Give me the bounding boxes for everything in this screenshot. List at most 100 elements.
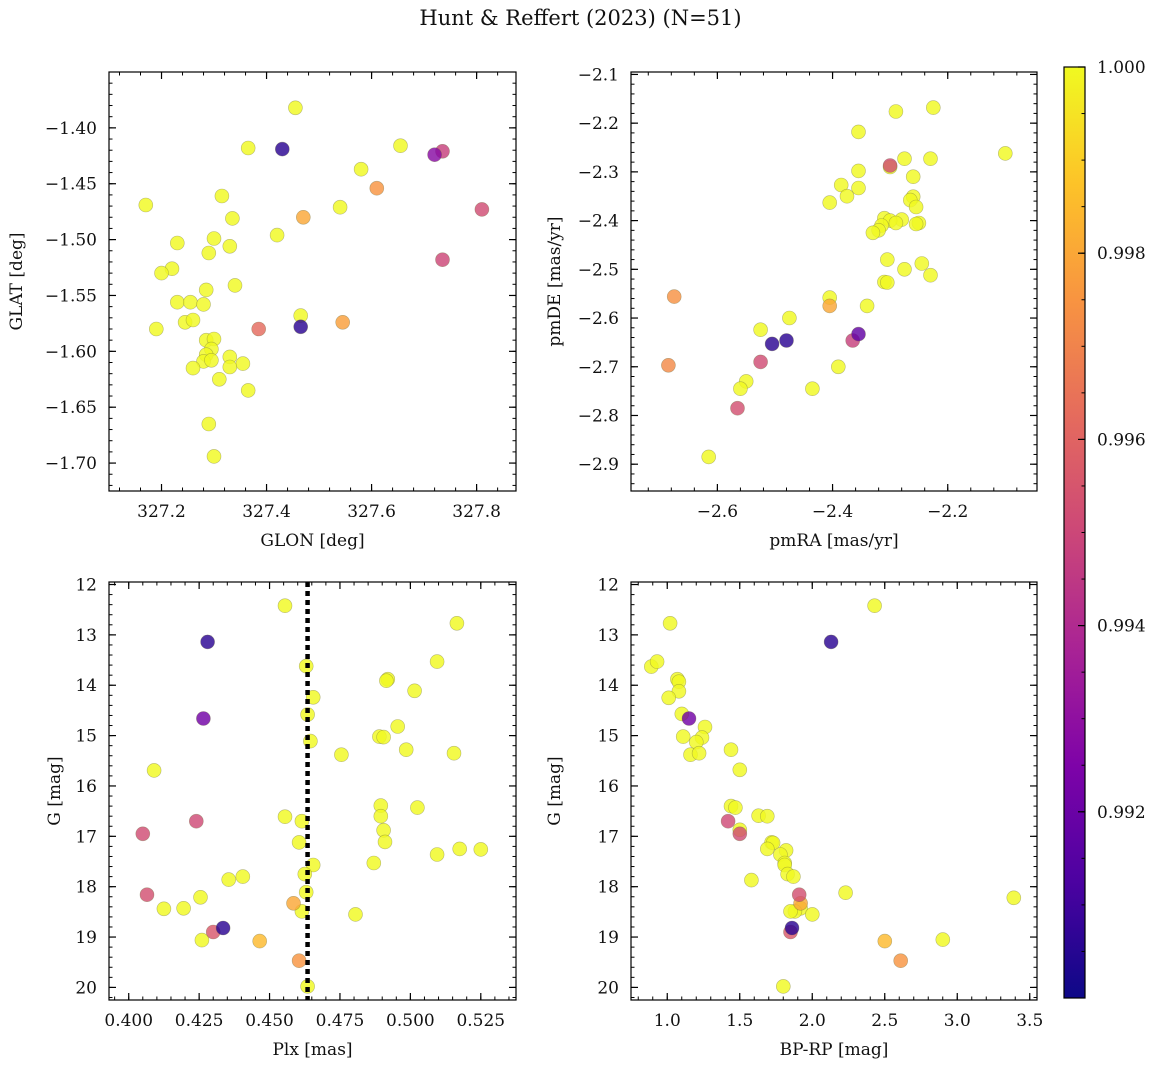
data-point [335, 314, 351, 330]
data-point [235, 869, 251, 884]
y-tick-label: −2.1 [578, 65, 619, 85]
data-point [732, 762, 748, 778]
data-point [784, 920, 800, 936]
data-point [170, 235, 185, 251]
points [643, 598, 1022, 994]
data-point [851, 326, 866, 342]
data-point [240, 383, 256, 398]
data-point [997, 146, 1013, 161]
y-tick-label: −1.60 [45, 342, 97, 362]
data-point [215, 920, 231, 936]
data-point [206, 231, 222, 246]
data-point [720, 813, 736, 829]
data-point [782, 310, 797, 326]
data-point [446, 745, 462, 761]
data-point [176, 900, 191, 916]
y-tick-label: −2.6 [578, 309, 619, 329]
data-point [830, 359, 846, 375]
data-point [204, 352, 219, 368]
data-point [377, 834, 393, 850]
x-axis-label: GLON [deg] [260, 531, 364, 551]
y-tick-label: 13 [597, 626, 619, 646]
data-point [775, 979, 791, 994]
y-axis-label: G [mag] [545, 756, 565, 825]
data-point [723, 742, 739, 758]
y-tick-label: −2.4 [578, 212, 619, 232]
data-point [156, 901, 172, 917]
y-tick-label: −2.5 [578, 260, 619, 280]
data-point [728, 800, 743, 815]
data-point [269, 227, 285, 243]
data-point [198, 282, 214, 298]
data-point [823, 634, 839, 650]
y-axis-label: pmDE [mas/yr] [545, 216, 565, 346]
data-point [897, 151, 912, 166]
data-point [295, 210, 311, 225]
data-point [398, 742, 414, 758]
data-point [222, 239, 238, 254]
data-point [851, 163, 866, 179]
data-point [791, 887, 807, 903]
y-tick-label: 14 [75, 676, 97, 696]
data-point [206, 449, 222, 464]
colorbar-tick-label: 1.000 [1097, 58, 1146, 78]
data-point [914, 256, 930, 271]
axes-frame [630, 71, 1038, 492]
colorbar-tick-label: 0.996 [1097, 430, 1146, 450]
y-tick-label: −1.65 [45, 398, 97, 418]
data-point [214, 188, 230, 204]
data-point [1006, 890, 1022, 906]
data-point [877, 933, 893, 949]
data-point [201, 245, 217, 261]
data-point [859, 298, 875, 314]
data-point [661, 690, 677, 706]
x-axis-label: Plx [mas] [272, 1040, 352, 1060]
data-point [369, 180, 385, 196]
data-point [452, 841, 468, 857]
data-point [666, 289, 682, 304]
y-tick-label: −1.55 [45, 286, 97, 306]
data-point [194, 932, 210, 948]
data-point [879, 252, 895, 267]
data-point [348, 907, 363, 922]
data-point [786, 869, 801, 884]
y-tick-label: 17 [75, 827, 97, 847]
points [661, 100, 1013, 465]
y-tick-label: 13 [75, 626, 97, 646]
y-tick-label: 18 [75, 878, 97, 898]
data-point [201, 416, 217, 432]
data-point [251, 321, 267, 337]
x-tick-label: 2.0 [799, 1011, 826, 1031]
x-tick-label: 327.4 [242, 502, 291, 522]
data-point [353, 161, 369, 177]
colorbar: 0.992 0.994 0.996 0.998 1.000 [1063, 58, 1146, 999]
data-point [429, 847, 445, 862]
data-point [839, 188, 855, 204]
panel-1: 327.2 327.4 327.6 327.8 −1.40 −1.45 −1.50 −1.55… [7, 71, 517, 551]
panel-4: 1.0 1.5 2.0 2.5 3.0 3.5 12 13 14 15 16 17 18 19 20 BP-R… [545, 576, 1043, 1060]
data-point [744, 872, 759, 888]
x-tick-label: 3.5 [1016, 1011, 1043, 1031]
data-point [212, 371, 227, 387]
y-tick-label: 20 [75, 978, 97, 998]
data-point [291, 953, 307, 969]
x-tick-label: 327.8 [452, 502, 501, 522]
data-point [221, 872, 236, 887]
data-point [701, 449, 717, 465]
x-tick-label: 327.6 [347, 502, 396, 522]
colorbar-tick-label: 0.994 [1097, 617, 1146, 637]
y-tick-label: −2.7 [578, 358, 619, 378]
data-point [193, 889, 208, 905]
data-point [227, 278, 243, 293]
data-point [222, 359, 238, 375]
data-point [764, 336, 780, 352]
points [138, 100, 490, 464]
y-tick-label: 20 [597, 978, 619, 998]
x-axis-label: pmRA [mas/yr] [769, 531, 898, 551]
data-point [759, 841, 775, 857]
data-point [753, 322, 768, 338]
data-point [691, 745, 707, 761]
y-tick-label: 15 [75, 727, 97, 747]
